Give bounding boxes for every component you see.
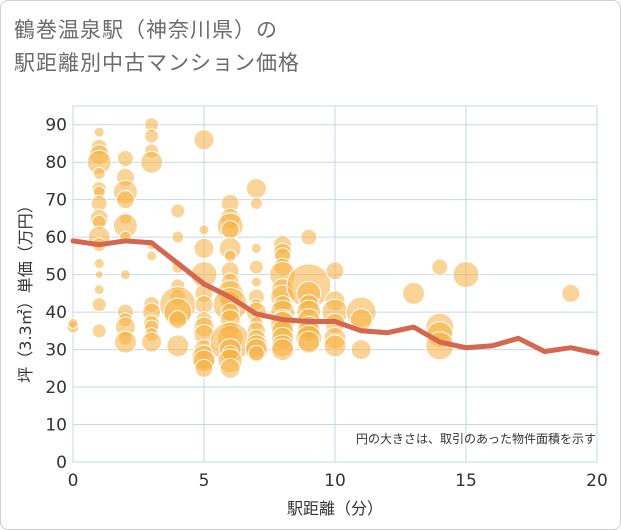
data-bubble [220,220,240,240]
data-bubble [297,330,321,354]
data-bubble [115,190,135,210]
y-tick-label: 40 [45,303,67,323]
data-bubble [166,334,190,358]
data-bubble [194,358,214,378]
y-tick-label: 0 [56,453,67,473]
average-price-line [70,238,600,356]
data-bubble [245,177,267,199]
data-bubble [93,284,105,296]
data-bubble [350,339,372,361]
data-bubble [91,323,107,339]
grid [72,105,598,463]
data-bubble [146,250,158,262]
x-tick-label: 10 [324,471,346,491]
data-bubble [168,310,188,330]
data-bubble [193,129,215,151]
data-bubble [247,344,265,362]
data-bubble [91,297,107,313]
y-tick-label: 90 [45,116,67,136]
data-bubble [144,128,160,144]
data-bubble [198,224,210,236]
x-tick-label: 20 [586,471,608,491]
data-bubble [119,269,131,281]
data-bubble [94,270,104,280]
data-bubble [249,196,263,210]
data-bubble [250,242,262,254]
y-tick-label: 60 [45,228,67,248]
data-bubble [323,334,347,358]
data-bubble [67,317,79,329]
x-axis-title: 駅距離（分） [287,499,383,518]
data-bubble [140,150,164,174]
title-line-2: 駅距離別中古マンション価格 [14,51,300,75]
y-tick-label: 20 [45,378,67,398]
data-bubble [170,203,186,219]
x-tick-label: 15 [455,471,477,491]
data-bubble [561,283,581,303]
data-bubble [171,230,185,244]
y-tick-label: 30 [45,341,67,361]
data-bubble [93,257,105,269]
y-tick-label: 10 [45,416,67,436]
data-bubble [219,357,241,379]
data-bubble [194,295,214,315]
data-bubble [141,331,163,353]
data-bubble [223,249,237,263]
data-bubble [250,276,262,288]
x-tick-label: 5 [199,471,210,491]
data-bubble [402,281,426,305]
y-tick-label: 80 [45,153,67,173]
tick-labels: 0 10 20 30 40 50 60 70 80 90 0 5 10 15 20 [45,116,607,491]
y-axis-title: 坪（3.3㎡）単価（万円） [16,197,35,382]
bubbles [66,117,581,379]
y-tick-label: 50 [45,266,67,286]
data-bubble [452,261,480,289]
data-bubble [431,258,449,276]
data-bubble [271,338,295,362]
data-bubble [113,330,137,354]
data-bubble [325,261,345,281]
data-bubble [116,149,134,167]
data-bubble [300,228,318,246]
annotation-note: 円の大きさは、取引のあった物件面積を示す [356,431,596,446]
y-tick-label: 70 [45,191,67,211]
data-bubble [193,237,215,259]
x-tick-label: 0 [68,471,79,491]
data-bubble [92,166,106,180]
average-line-layer [70,238,600,356]
title-line-1: 鶴巻温泉駅（神奈川県）の [14,18,278,42]
chart-title: 鶴巻温泉駅（神奈川県）の 駅距離別中古マンション価格 [14,14,300,80]
data-bubble [93,126,105,138]
data-bubble [248,259,264,275]
